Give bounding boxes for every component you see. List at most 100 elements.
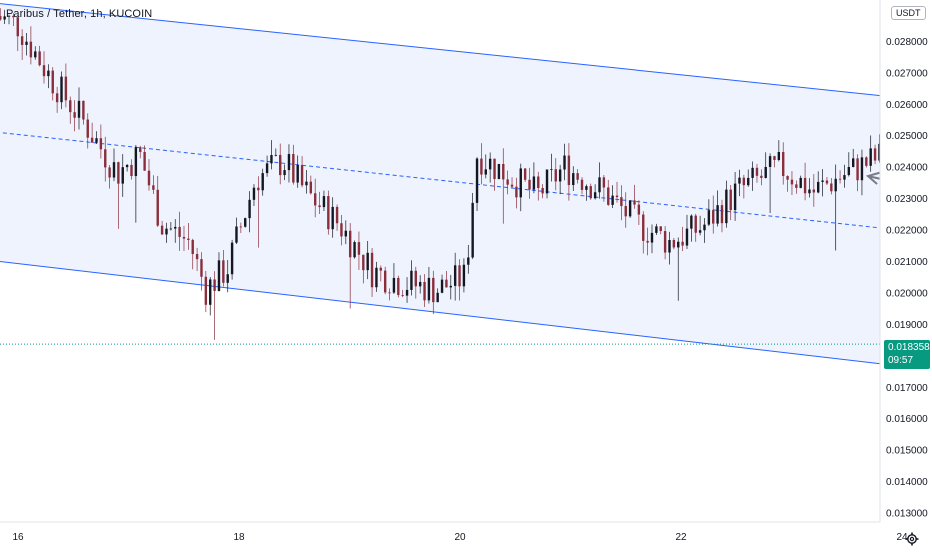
candle xyxy=(467,244,470,274)
currency-selector-button[interactable]: USDT xyxy=(891,6,926,20)
candle-body xyxy=(795,184,798,188)
candle-body xyxy=(0,16,2,20)
candle-body xyxy=(427,277,431,301)
candle-body xyxy=(843,175,846,180)
candle-body xyxy=(99,138,103,150)
candle xyxy=(690,214,693,242)
candle-body xyxy=(274,154,278,156)
candle-body xyxy=(637,204,641,215)
candle-body xyxy=(383,270,387,293)
candle-body xyxy=(873,148,877,161)
candle-body xyxy=(834,178,837,192)
candle xyxy=(313,178,317,218)
candle xyxy=(449,274,452,300)
candle-body xyxy=(165,228,168,235)
candle-body xyxy=(335,206,339,224)
candle-body xyxy=(519,168,522,198)
candle xyxy=(773,155,776,168)
candle-body xyxy=(782,152,785,177)
candle-body xyxy=(38,51,41,66)
candle-body xyxy=(55,93,59,103)
candle-body xyxy=(139,147,142,152)
candle-body xyxy=(204,276,208,305)
candle xyxy=(414,266,417,299)
candle-body xyxy=(117,162,120,184)
candle xyxy=(537,171,540,201)
candle xyxy=(169,221,173,231)
candle xyxy=(607,179,610,206)
candle xyxy=(803,162,807,201)
candle xyxy=(738,169,741,197)
candle-body xyxy=(283,170,286,176)
candle xyxy=(602,175,606,202)
candle xyxy=(248,191,251,233)
candle xyxy=(655,223,658,236)
candle xyxy=(742,174,746,199)
candle-body xyxy=(554,169,557,182)
candle xyxy=(108,164,111,189)
candle xyxy=(213,271,216,340)
candle xyxy=(716,190,719,227)
candle xyxy=(318,191,321,215)
candle xyxy=(86,113,89,149)
candle-body xyxy=(624,206,627,217)
candle xyxy=(195,247,199,271)
candle-body xyxy=(235,226,238,243)
candle xyxy=(580,177,584,195)
candle xyxy=(725,180,728,228)
candle-body xyxy=(152,185,155,190)
candle xyxy=(817,171,820,194)
candle-body xyxy=(134,147,138,177)
candle xyxy=(558,164,562,195)
candle xyxy=(694,213,697,242)
candle-body xyxy=(12,15,15,18)
candle-body xyxy=(768,156,772,167)
candle xyxy=(73,100,76,132)
candle-body xyxy=(112,162,116,178)
candle xyxy=(379,265,383,282)
candle xyxy=(77,87,81,130)
candle-body xyxy=(611,195,614,205)
gear-icon[interactable] xyxy=(905,532,919,546)
candle xyxy=(502,148,505,224)
candle-body xyxy=(445,279,448,288)
candle-body xyxy=(292,154,295,183)
candle-body xyxy=(725,189,728,224)
candle-body xyxy=(147,170,151,186)
candle-body xyxy=(244,218,247,227)
candle xyxy=(344,220,348,245)
candle-body xyxy=(633,200,636,205)
candle xyxy=(475,157,479,212)
candle-body xyxy=(856,158,859,181)
candle-body xyxy=(453,265,457,286)
candle xyxy=(174,219,177,243)
candle xyxy=(335,204,339,231)
candle xyxy=(370,247,374,297)
candle-body xyxy=(344,230,348,237)
candle xyxy=(860,149,864,196)
candle-body xyxy=(541,188,544,194)
x-tick-label: 24 xyxy=(896,532,908,543)
candle-body xyxy=(475,158,479,203)
candle xyxy=(12,13,15,27)
candle-body xyxy=(73,112,76,118)
candle xyxy=(440,274,444,294)
candle-body xyxy=(156,189,159,226)
candle xyxy=(808,178,811,198)
candle xyxy=(786,175,789,192)
candle-body xyxy=(497,163,501,180)
candle-body xyxy=(366,252,369,271)
candle-body xyxy=(213,279,216,291)
candle-body xyxy=(642,214,645,241)
candle-body xyxy=(515,186,518,198)
candle-body xyxy=(178,226,181,237)
candle xyxy=(572,166,575,191)
candle-body xyxy=(82,100,85,120)
y-tick-label: 0.022000 xyxy=(886,226,928,237)
candle xyxy=(593,184,597,200)
candle xyxy=(628,200,632,218)
candle-body xyxy=(773,156,776,160)
candle-body xyxy=(537,176,540,189)
